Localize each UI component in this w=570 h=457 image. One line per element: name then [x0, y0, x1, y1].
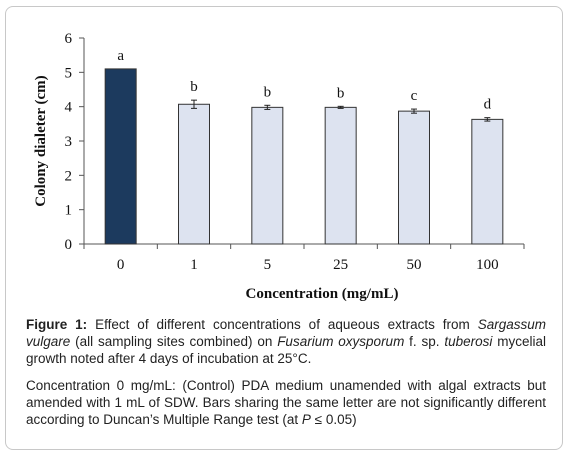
caption-paragraph-2: Concentration 0 mg/mL: (Control) PDA med…	[26, 377, 546, 428]
bar	[398, 110, 430, 245]
caption-text-run: Effect of different concentrations of aq…	[87, 317, 478, 332]
x-axis-label: Concentration (mg/mL)	[246, 286, 399, 302]
x-tick-label: 0	[117, 257, 125, 273]
figure-frame	[5, 6, 563, 450]
significance-letter: b	[337, 85, 345, 101]
bar	[324, 106, 357, 245]
caption-text-run: f. sp.	[404, 334, 445, 349]
y-tick-label: 0	[65, 237, 73, 253]
caption-text-run: tuberosi	[444, 334, 493, 349]
chart-axes: 0 1 2 3 4 5 6	[65, 31, 525, 253]
y-tick-label: 5	[65, 65, 73, 81]
bar	[471, 118, 504, 245]
bar	[178, 103, 210, 245]
y-tick-label: 1	[65, 203, 73, 219]
x-tick-label: 50	[407, 257, 422, 273]
caption-paragraph-1: Figure 1: Effect of different concentrat…	[26, 316, 546, 367]
caption-text-run: Sargassum vulgare	[26, 317, 546, 349]
x-tick-label: 1	[190, 257, 198, 273]
significance-letter: b	[190, 79, 198, 95]
y-tick-label: 4	[65, 100, 73, 116]
caption-text-run: Concentration 0 mg/mL: (Control) PDA med…	[26, 378, 546, 427]
caption-text-run: mycelial growth noted after 4 days of in…	[26, 334, 547, 366]
significance-letter: d	[484, 97, 492, 113]
y-tick-label: 2	[65, 168, 73, 184]
y-axis-label: Colony dialeter (cm)	[33, 75, 49, 206]
x-tick-label: 100	[476, 257, 499, 273]
caption-text-run: Fusarium oxysporum	[277, 334, 405, 349]
figure-caption: Figure 1: Effect of different concentrat…	[26, 316, 546, 428]
x-tick-label: 5	[264, 257, 272, 273]
caption-text-run: (all sampling sites combined) on	[70, 334, 278, 349]
caption-text-run: ≤ 0.05)	[310, 412, 357, 427]
y-tick-label: 6	[65, 31, 73, 47]
bar	[104, 68, 137, 245]
caption-text-run: P	[301, 412, 311, 427]
figure-label: Figure 1:	[26, 317, 88, 332]
bar	[251, 106, 284, 245]
x-tick-label: 25	[333, 257, 348, 273]
significance-letter: a	[117, 48, 124, 64]
chart-bars	[104, 68, 504, 245]
significance-letter: c	[411, 88, 418, 104]
chart-labels: a 0 b 1 b 5 b 25 c 50 d 100	[117, 48, 499, 273]
bar-chart: 0 1 2 3 4 5 6 a 0 b 1 b 5 b 25 c 50 d 100 Colony dialeter…	[33, 31, 525, 302]
significance-letter: b	[264, 84, 272, 100]
y-tick-label: 3	[65, 134, 73, 150]
